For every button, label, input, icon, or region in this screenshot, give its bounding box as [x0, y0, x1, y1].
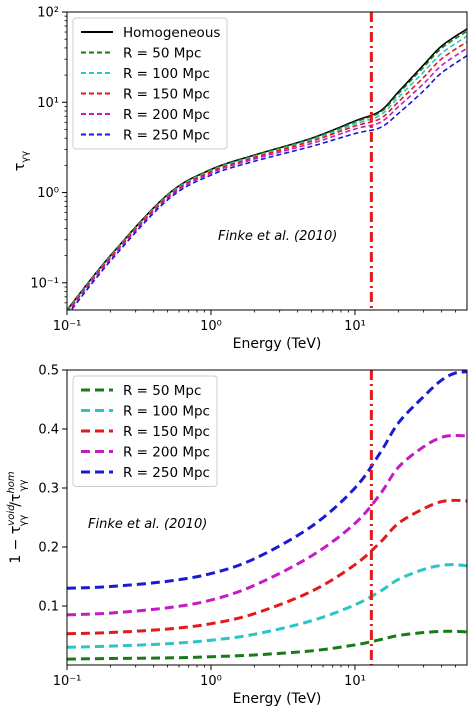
- series-line-5: [67, 370, 467, 590]
- legend: R = 50 Mpc R = 100 Mpc R = 150 Mpc R = 200 …: [72, 375, 218, 487]
- y-axis-label: τγγ: [12, 151, 31, 171]
- series-line-2: [67, 563, 467, 649]
- series-line-5: [68, 47, 467, 310]
- plot-frame: [66, 369, 468, 666]
- x-tick-label-3: 10¹: [344, 674, 366, 689]
- x-axis: 10⁻¹ 10⁰ 10¹: [53, 310, 456, 334]
- y-tick-label-2: 10⁰: [37, 186, 59, 201]
- y-tick-label-3: 0.3: [38, 482, 59, 497]
- y-tick-label-1: 10⁻¹: [30, 276, 59, 291]
- legend: Homogeneous R = 50 Mpc R = 100 Mpc R = 150 …: [72, 17, 228, 150]
- series-line-6: [70, 55, 467, 310]
- y-tick-label-4: 0.4: [38, 423, 59, 438]
- series-group: [67, 28, 467, 310]
- chart-1: 10⁻¹ 10⁰ 10¹ 10⁻¹ 10⁰ 10¹ 10² Energy (TeV) τγγ Fi…: [12, 6, 468, 352]
- series-group: [67, 370, 467, 661]
- legend-box: [72, 375, 218, 487]
- legend-label-3: R = 150 Mpc: [123, 424, 210, 440]
- y-tick-label-5: 0.5: [38, 364, 59, 379]
- annotation-text: Finke et al. (2010): [88, 517, 207, 532]
- x-axis-label: Energy (TeV): [233, 691, 322, 707]
- series-line-3: [67, 498, 467, 636]
- legend-label-1: R = 50 Mpc: [123, 383, 201, 399]
- x-tick-label-3: 10¹: [344, 319, 366, 334]
- x-tick-label-1: 10⁻¹: [53, 674, 82, 689]
- y-axis: 10⁻¹ 10⁰ 10¹ 10²: [30, 6, 67, 304]
- y-axis-label: 1 − τvoidγγ/τhomγγ: [6, 471, 29, 564]
- legend-label-4: R = 200 Mpc: [123, 445, 210, 461]
- legend-label-5: R = 250 Mpc: [123, 465, 210, 481]
- y-axis: 0.1 0.2 0.3 0.4 0.5: [38, 364, 67, 615]
- legend-label-3: R = 100 Mpc: [123, 66, 210, 82]
- series-line-4: [67, 433, 467, 617]
- legend-label-1: Homogeneous: [123, 25, 220, 41]
- plot-frame: [66, 11, 468, 311]
- y-tick-label-1: 0.1: [38, 600, 59, 615]
- legend-label-6: R = 250 Mpc: [123, 128, 210, 144]
- legend-label-5: R = 200 Mpc: [123, 107, 210, 123]
- legend-label-4: R = 150 Mpc: [123, 87, 210, 103]
- x-tick-label-2: 10⁰: [200, 319, 222, 334]
- series-line-4: [67, 41, 467, 310]
- legend-label-2: R = 50 Mpc: [123, 46, 201, 62]
- x-tick-label-2: 10⁰: [200, 674, 222, 689]
- legend-label-2: R = 100 Mpc: [123, 404, 210, 420]
- legend-box: [72, 17, 228, 150]
- y-tick-label-3: 10¹: [37, 96, 59, 111]
- chart-2: 10⁻¹ 10⁰ 10¹ 0.1 0.2 0.3 0.4 0.5 Energy (TeV) 1 −…: [6, 364, 468, 707]
- x-tick-label-1: 10⁻¹: [53, 319, 82, 334]
- series-line-1: [67, 629, 467, 661]
- x-axis: 10⁻¹ 10⁰ 10¹: [53, 665, 456, 689]
- annotation-text: Finke et al. (2010): [218, 229, 337, 244]
- y-tick-label-2: 0.2: [38, 541, 59, 556]
- x-axis-label: Energy (TeV): [233, 336, 322, 352]
- y-tick-label-4: 10²: [37, 6, 59, 21]
